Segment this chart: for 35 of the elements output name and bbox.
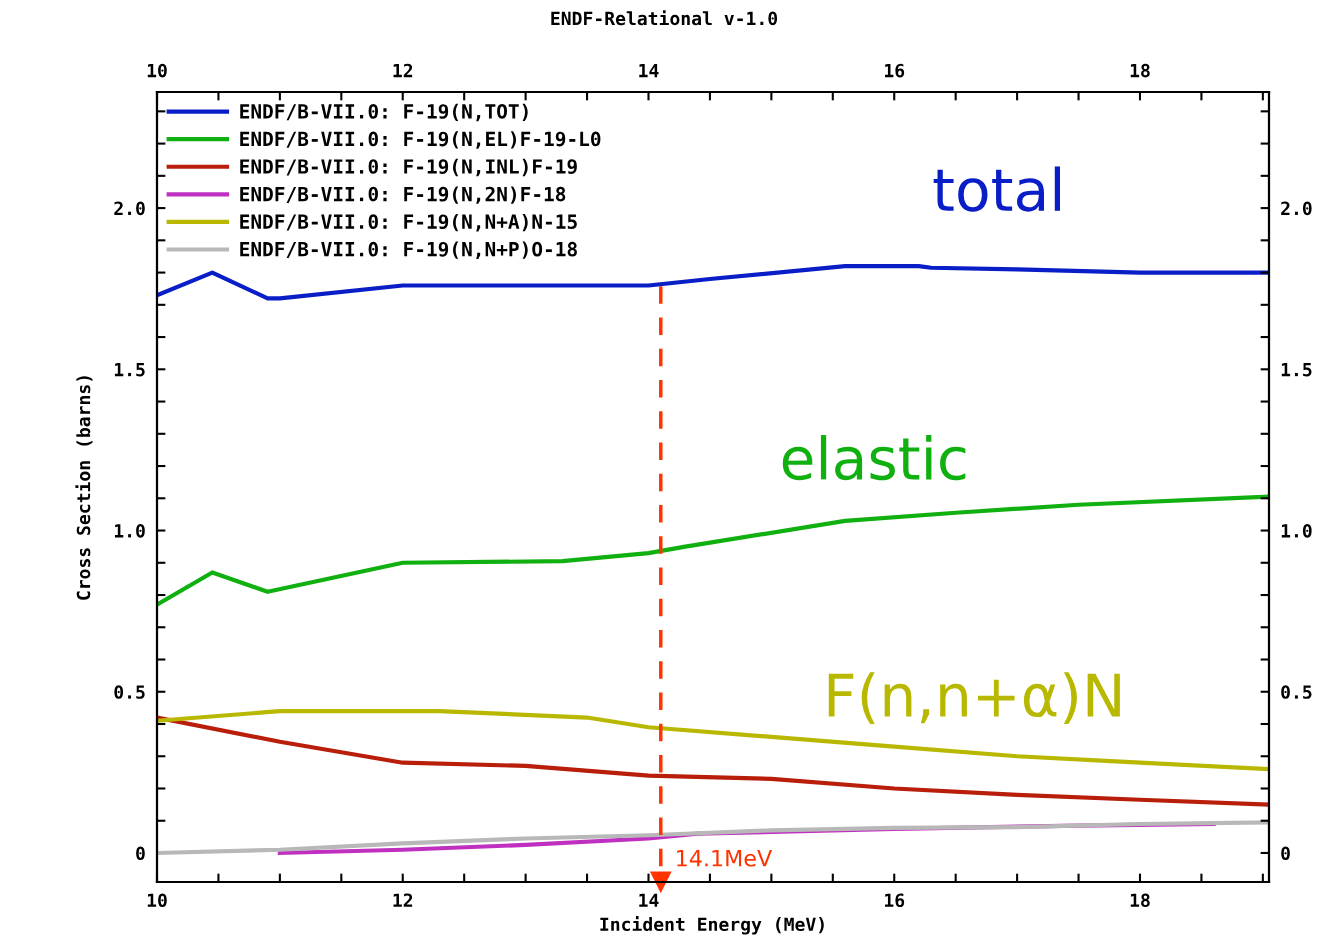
x-tick-label: 16 (885, 893, 905, 908)
annotation: total (933, 166, 1061, 212)
y2-tick-label: 1.5 (1281, 363, 1312, 377)
y2-tick-label: 2.0 (1281, 201, 1312, 216)
legend-label: ENDF/B-VII.0: F-19(N,N+A)N-15 (240, 213, 577, 232)
y-tick-label: 1.5 (114, 363, 145, 377)
line-series (157, 494, 1269, 607)
x2-tick-label: 16 (885, 63, 905, 78)
line-series (157, 264, 1269, 301)
y-axis-title: Cross Section (barns) (75, 376, 93, 600)
annotation: 14.1MeV (677, 850, 773, 867)
annotation: elastic (782, 435, 966, 481)
legend-label: ENDF/B-VII.0: F-19(N,TOT) (240, 103, 528, 122)
legend-label: ENDF/B-VII.0: F-19(N,EL)F-19-L0 (240, 131, 601, 149)
y2-tick-label: 1.0 (1281, 523, 1312, 538)
y2-tick-label: 0 (1281, 846, 1290, 861)
chart-title: ENDF-Relational v-1.0 (551, 10, 778, 26)
x-tick-label: 12 (393, 893, 413, 907)
y-tick-label: 0.5 (114, 685, 145, 699)
annotation: F(n,n+α)N (828, 672, 1120, 725)
legend-label: ENDF/B-VII.0: F-19(N,2N)F-18 (240, 186, 566, 204)
legend-label: ENDF/B-VII.0: F-19(N,INL)F-19 (240, 158, 577, 177)
x-tick-label: 18 (1130, 893, 1150, 908)
x2-tick-label: 18 (1130, 63, 1150, 78)
x-tick-label: 14 (639, 893, 659, 907)
x-axis-title: Incident Energy (MeV) (600, 916, 824, 935)
y-tick-label: 2.0 (114, 201, 145, 216)
x2-tick-label: 12 (393, 63, 413, 78)
x-tick-label: 10 (147, 893, 167, 908)
y-tick-label: 0 (136, 846, 145, 861)
x2-tick-label: 14 (639, 63, 659, 78)
x2-tick-label: 10 (147, 63, 167, 78)
y-tick-label: 1.0 (114, 523, 145, 538)
y2-tick-label: 0.5 (1281, 685, 1312, 699)
legend-label: ENDF/B-VII.0: F-19(N,N+P)O-18 (240, 241, 577, 260)
